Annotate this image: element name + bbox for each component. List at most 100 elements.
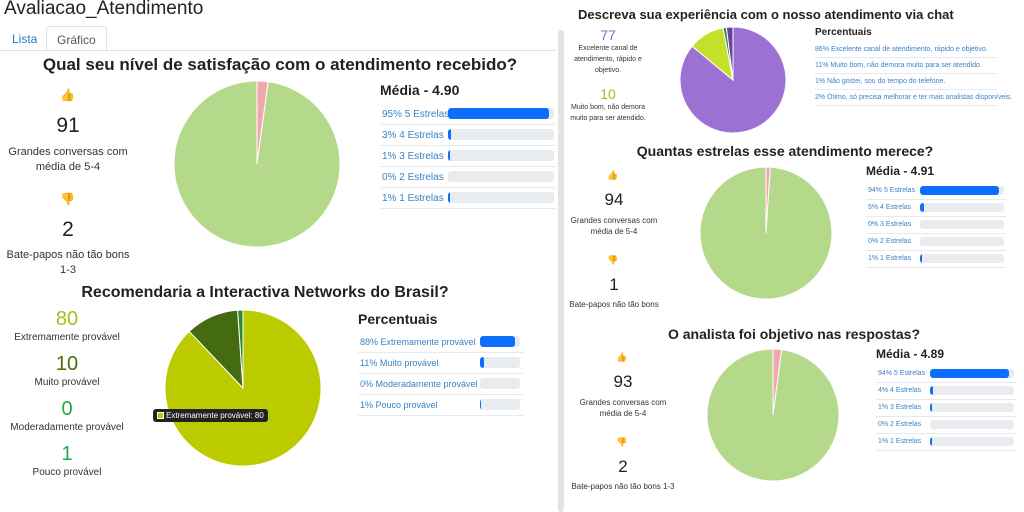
pie-slice[interactable]: [173, 80, 341, 248]
bar-track: [480, 378, 520, 389]
tab-divider: [0, 50, 556, 51]
bar-fill: [920, 254, 922, 263]
q1-title: Qual seu nível de satisfação com o atend…: [42, 55, 518, 74]
bar-fill: [930, 403, 932, 412]
pie-slice[interactable]: [699, 166, 833, 300]
q1-good-label: Grandes conversas com média de 5-4: [8, 146, 128, 173]
bar-row: 1% 3 Estrelas: [876, 400, 1016, 417]
bar-track: [930, 386, 1014, 395]
bar-row: 95% 5 Estrelas: [380, 104, 556, 125]
bar-track: [448, 192, 554, 203]
bar-label: 94% 5 Estrelas: [868, 187, 916, 194]
app-title: Avaliacao_Atendimento: [4, 0, 204, 19]
stat-count: 77: [600, 27, 616, 43]
bar-fill: [920, 186, 999, 195]
stat-label: Pouco provável: [32, 467, 102, 478]
bar-label: 0% Moderadamente provável: [360, 379, 478, 389]
q1-media: Média - 4.90: [380, 82, 460, 98]
stat-count: 10: [55, 353, 79, 375]
bar-row: 0% 2 Estrelas: [876, 417, 1016, 434]
bar-fill: [448, 129, 452, 140]
stat-count: 1: [61, 443, 73, 465]
bar-fill: [930, 386, 934, 395]
q1-bars: 95% 5 Estrelas 3% 4 Estrelas 1% 3 Estrelas…: [380, 104, 556, 209]
thumbs-down-icon: 👎: [60, 192, 75, 206]
bar-label: 88% Extremamente provável: [360, 337, 476, 347]
bar-label: 1% Pouco provável: [360, 400, 438, 410]
bar-fill: [480, 399, 481, 410]
q4-title: Quantas estrelas esse atendimento merece…: [636, 143, 934, 159]
q5-bad-label: Bate-papos não tão bons 1-3: [571, 482, 675, 491]
tab-lista[interactable]: Lista: [12, 32, 38, 46]
bar-label: 94% 5 Estrelas: [878, 370, 926, 377]
bar-row: 94% 5 Estrelas: [876, 366, 1016, 383]
bar-track: [930, 420, 1014, 429]
stat-label: Muito bom, não demora muito para ser ate…: [570, 104, 646, 122]
pie-slice[interactable]: [725, 26, 734, 81]
q2-pie-chart: [164, 309, 322, 467]
q1-good-count: 91: [56, 114, 80, 137]
bar-track: [920, 203, 1004, 212]
bar-fill: [448, 150, 451, 161]
q3-title: Descreva sua experiência com o nosso ate…: [578, 7, 954, 22]
bar-label: 0% 2 Estrelas: [868, 238, 912, 245]
bar-row: 88% Extremamente provável: [358, 332, 523, 353]
q2-perc-title: Percentuais: [358, 311, 438, 327]
scrollbar[interactable]: [558, 30, 564, 512]
bar-fill: [480, 336, 516, 347]
bar-label: 1% 1 Estrelas: [878, 438, 922, 445]
q4-good-count: 94: [604, 190, 624, 209]
bar-track: [480, 357, 520, 368]
q2-tooltip-text: Extremamente provável: 80: [166, 411, 264, 420]
bar-row: 1% 1 Estrelas: [876, 434, 1016, 451]
bar-label: 1% 1 Estrelas: [382, 193, 444, 204]
bar-fill: [448, 108, 549, 119]
bar-row: 3% 4 Estrelas: [380, 125, 556, 146]
bar-fill: [930, 369, 1009, 378]
q3-perc-title: Percentuais: [815, 27, 872, 38]
q5-bars: 94% 5 Estrelas 4% 4 Estrelas 1% 3 Estrelas…: [876, 366, 1016, 451]
bar-track: [920, 254, 1004, 263]
bar-row: 1% 1 Estrelas: [866, 251, 1006, 268]
bar-track: [480, 336, 520, 347]
bar-row: 5% 4 Estrelas: [866, 200, 1006, 217]
bar-track: [920, 237, 1004, 246]
bar-row: 1% 1 Estrelas: [380, 188, 556, 209]
bar-label: 1% 3 Estrelas: [382, 151, 444, 162]
q3-perc-list: 86% Excelente canal de atendimento, rápi…: [815, 42, 1012, 106]
bar-track: [920, 186, 1004, 195]
stat-label: Moderadamente provável: [10, 422, 124, 433]
q5-bad-count: 2: [618, 457, 628, 476]
bar-row: 1% 3 Estrelas: [380, 146, 556, 167]
bar-label: 95% 5 Estrelas: [382, 109, 450, 120]
q4-good-label: Grandes conversas com média de 5-4: [570, 216, 658, 236]
bar-label: 1% 3 Estrelas: [878, 404, 922, 411]
bar-label: 3% 4 Estrelas: [382, 130, 444, 141]
q2-stats: 80 Extremamente provável 10 Muito provável 0…: [0, 308, 134, 480]
stat-count: 10: [600, 86, 616, 102]
bar-track: [448, 171, 554, 182]
tooltip-swatch: [157, 412, 164, 419]
bar-track: [480, 399, 520, 410]
bar-label: 4% 4 Estrelas: [878, 387, 922, 394]
q2-title: Recomendaria a Interactiva Networks do B…: [81, 284, 449, 301]
perc-list-item: 1% Não gostei, sou do tempo do telefone.: [815, 74, 997, 90]
tab-grafico[interactable]: Gráfico: [46, 26, 107, 51]
pie-slice[interactable]: [237, 309, 244, 389]
bar-label: 5% 4 Estrelas: [868, 204, 912, 211]
q3-pie-chart: [679, 26, 787, 134]
bar-row: 0% Moderadamente provável: [358, 374, 523, 395]
q5-pie-chart: [706, 348, 840, 482]
bar-track: [930, 403, 1014, 412]
q4-bad-count: 1: [609, 275, 619, 294]
stat-count: 80: [55, 308, 79, 330]
thumbs-down-icon: 👎: [607, 255, 619, 265]
bar-track: [448, 129, 554, 140]
bar-label: 0% 2 Estrelas: [382, 172, 444, 183]
q1-pie-chart: [173, 80, 341, 248]
q4-media: Média - 4.91: [866, 164, 935, 178]
bar-row: 4% 4 Estrelas: [876, 383, 1016, 400]
bar-row: 94% 5 Estrelas: [866, 183, 1006, 200]
stat-count: 0: [61, 398, 73, 420]
pie-slice[interactable]: [706, 348, 840, 482]
